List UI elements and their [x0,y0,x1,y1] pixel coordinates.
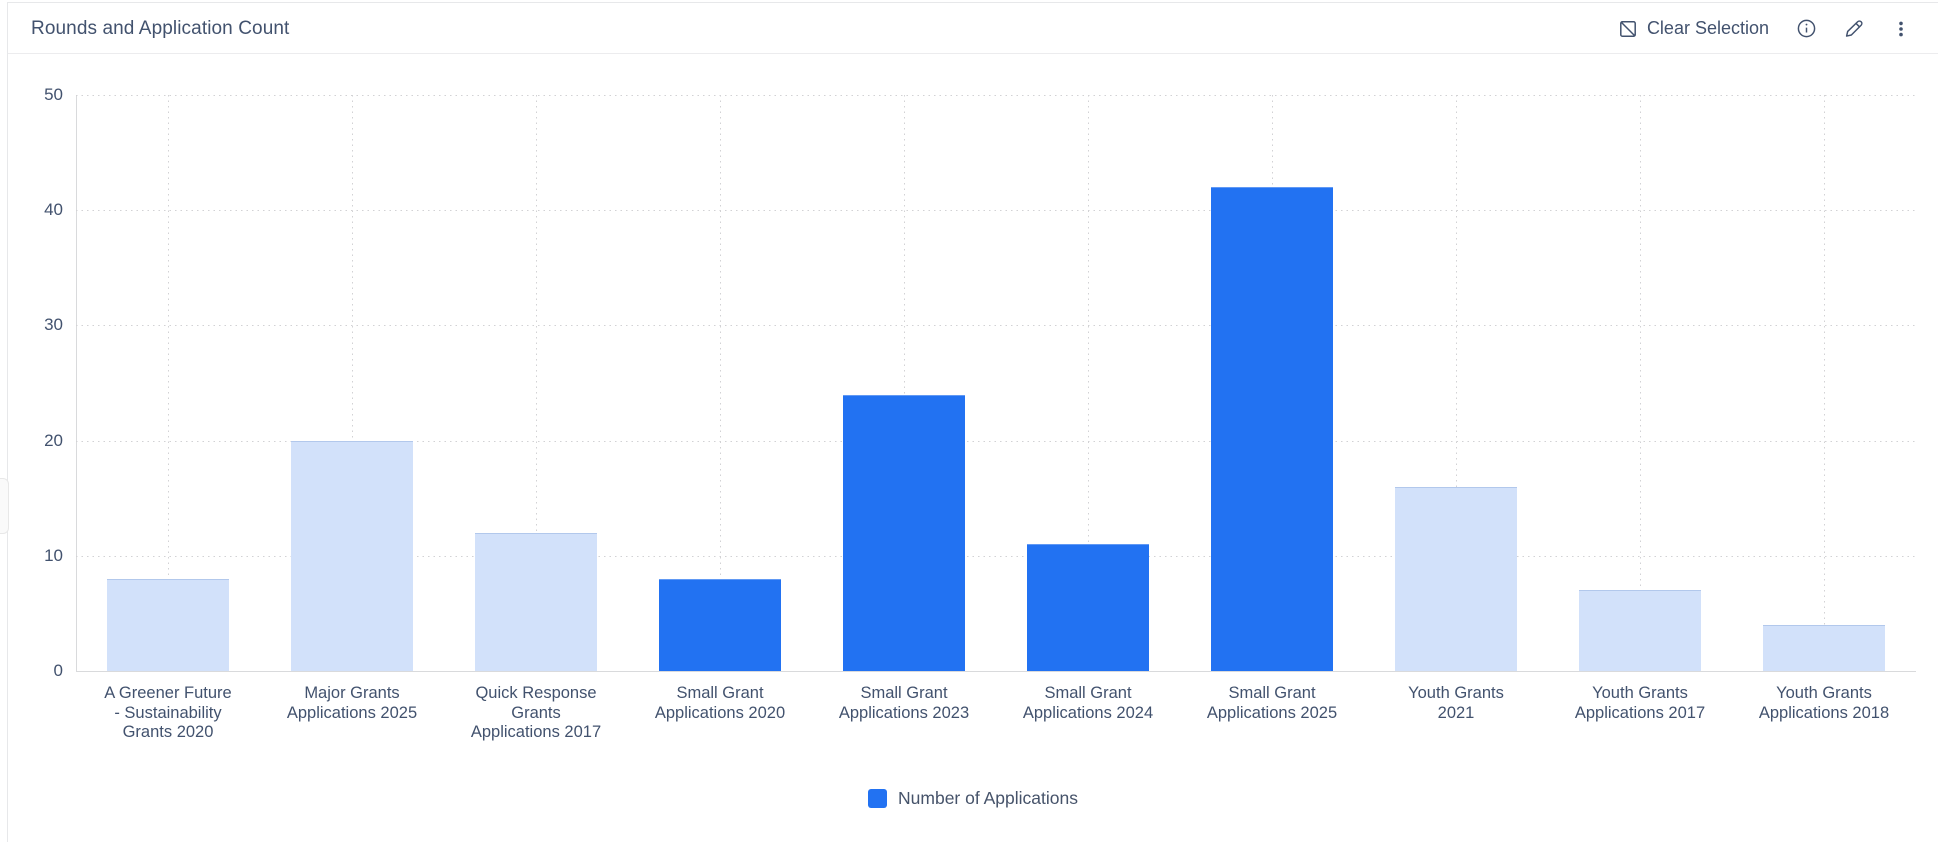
legend-marker [868,789,888,808]
y-tick-label: 10 [44,545,63,565]
kebab-menu-icon [1892,19,1910,39]
v-gridline [1088,95,1089,671]
y-tick-label: 30 [44,315,63,335]
left-panel-handle[interactable] [0,478,9,534]
h-gridline [76,555,1916,557]
x-axis-category-label: Youth Grants Applications 2017 [1574,684,1706,722]
bar[interactable] [1763,625,1885,671]
chart-legend[interactable]: Number of Applications [8,788,1938,809]
clear-selection-label: Clear Selection [1646,18,1769,38]
h-gridline [76,440,1916,442]
info-button[interactable] [1796,18,1817,39]
info-icon [1796,18,1817,39]
card-header: Rounds and Application Count Clear Selec… [8,3,1938,54]
v-gridline [352,95,353,671]
bar[interactable] [107,579,229,671]
bar[interactable] [291,441,413,671]
y-axis-line [76,95,77,671]
more-options-button[interactable] [1892,19,1910,39]
square-slash-icon [1618,19,1638,39]
clear-selection-button[interactable]: Clear Selection [1618,18,1769,39]
legend-label: Number of Applications [898,788,1078,808]
bar[interactable] [1027,544,1149,671]
h-gridline [76,210,1916,212]
x-axis-category-label: Major Grants Applications 2025 [286,684,418,722]
y-tick-label: 50 [44,85,63,104]
v-gridline [904,95,905,671]
v-gridline [1456,95,1457,671]
edit-button[interactable] [1844,18,1865,39]
x-axis-baseline [76,671,1916,672]
h-gridline [76,95,1916,96]
header-actions: Clear Selection [1618,3,1910,54]
v-gridline [536,95,537,671]
bar[interactable] [1579,590,1701,671]
x-axis-category-label: Small Grant Applications 2023 [838,684,970,722]
page-title: Rounds and Application Count [31,17,290,39]
y-tick-label: 40 [44,200,63,220]
x-axis-category-label: Small Grant Applications 2024 [1022,684,1154,722]
x-axis-category-label: Quick Response Grants Applications 2017 [470,684,602,741]
v-gridline [720,95,721,671]
x-axis-category-label: Youth Grants Applications 2018 [1758,684,1890,722]
h-gridline [76,325,1916,327]
y-tick-label: 20 [44,430,63,450]
bar[interactable] [659,579,781,671]
bar[interactable] [843,395,965,671]
v-gridline [1640,95,1641,671]
y-tick-label: 0 [53,661,63,680]
chart-card: Rounds and Application Count Clear Selec… [7,2,1938,842]
v-gridline [1824,95,1825,671]
bar[interactable] [1395,487,1517,671]
x-axis-category-label: A Greener Future - Sustainability Grants… [104,684,232,741]
bar[interactable] [1211,187,1333,671]
x-axis-category-label: Youth Grants 2021 [1408,684,1504,722]
x-axis-category-label: Small Grant Applications 2025 [1206,684,1338,722]
pencil-icon [1844,18,1865,39]
bar[interactable] [475,533,597,671]
x-axis-category-label: Small Grant Applications 2020 [654,684,786,722]
v-gridline [168,95,169,671]
